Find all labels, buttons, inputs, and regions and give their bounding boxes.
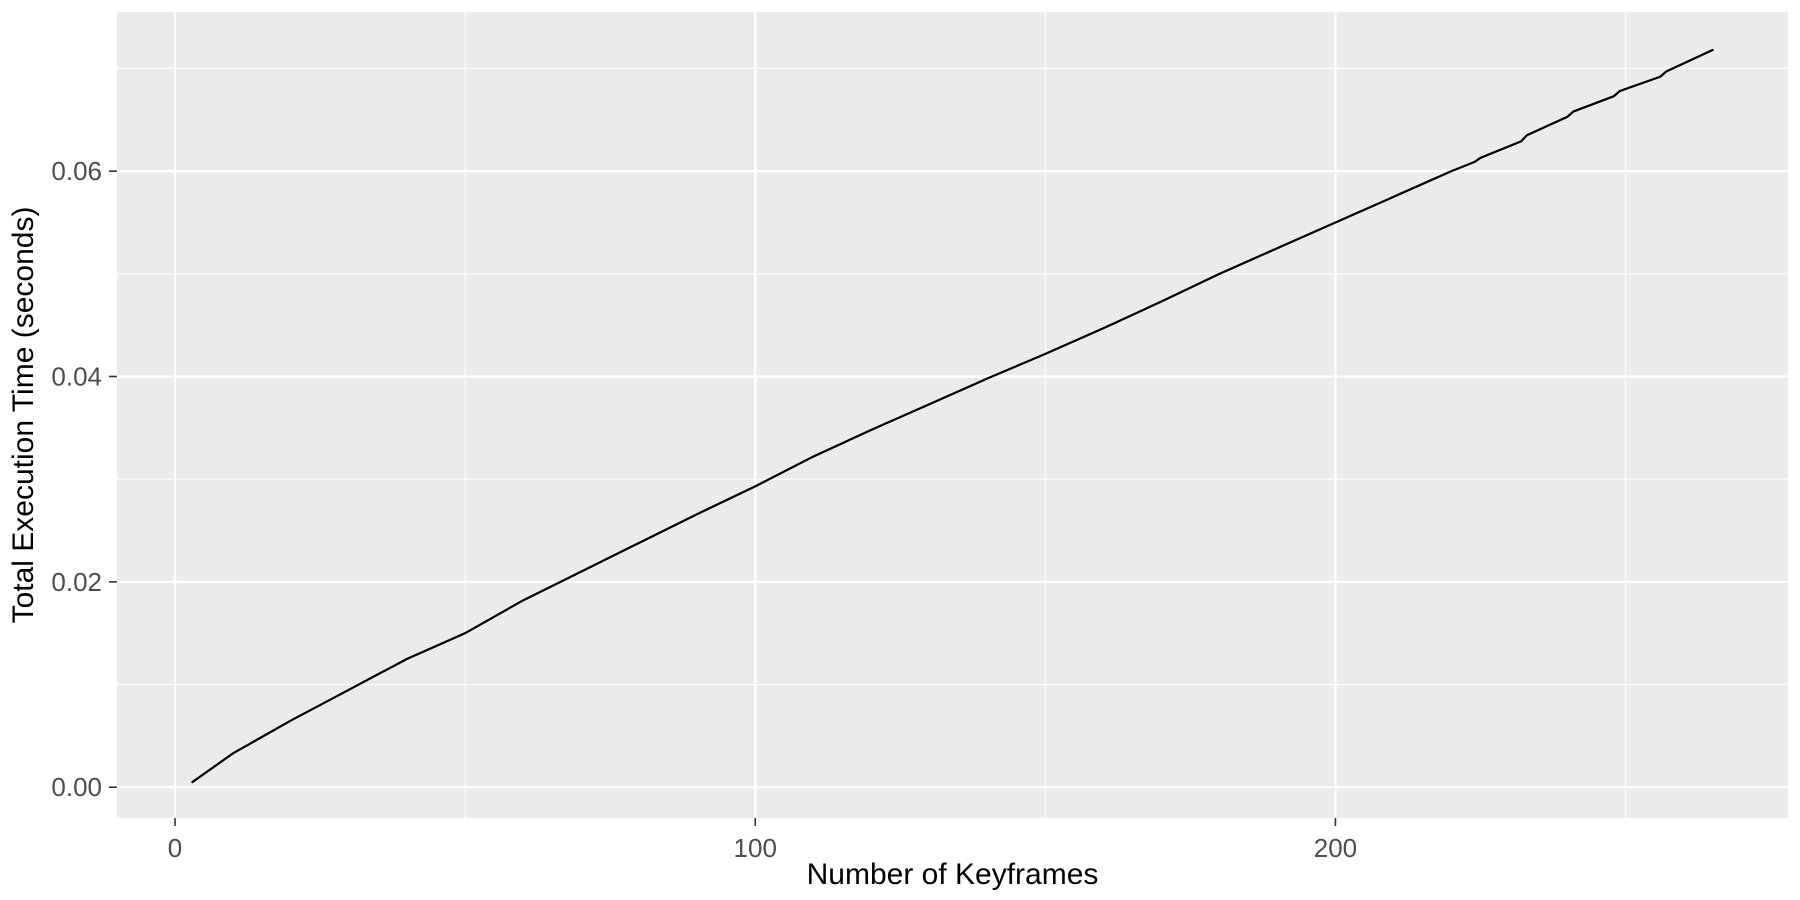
y-axis-title: Total Execution Time (seconds) [7, 207, 40, 624]
y-tick-label: 0.00 [51, 772, 102, 802]
y-tick-labels: 0.00 0.02 0.04 0.06 [51, 156, 102, 802]
x-axis-title: Number of Keyframes [807, 858, 1099, 891]
plot-panel [117, 12, 1788, 818]
x-tick-label: 0 [168, 833, 182, 863]
x-tick-labels: 0 100 200 [168, 833, 1357, 863]
minor-gridlines [117, 12, 1788, 818]
axis-ticks [109, 170, 1337, 826]
major-gridlines [117, 12, 1788, 818]
y-tick-label: 0.04 [51, 361, 102, 391]
x-tick-label: 100 [734, 833, 777, 863]
y-tick-label: 0.02 [51, 567, 102, 597]
series-line-1 [191, 48, 1714, 784]
series-layer [191, 48, 1714, 784]
y-tick-label: 0.06 [51, 156, 102, 186]
x-tick-label: 200 [1314, 833, 1357, 863]
